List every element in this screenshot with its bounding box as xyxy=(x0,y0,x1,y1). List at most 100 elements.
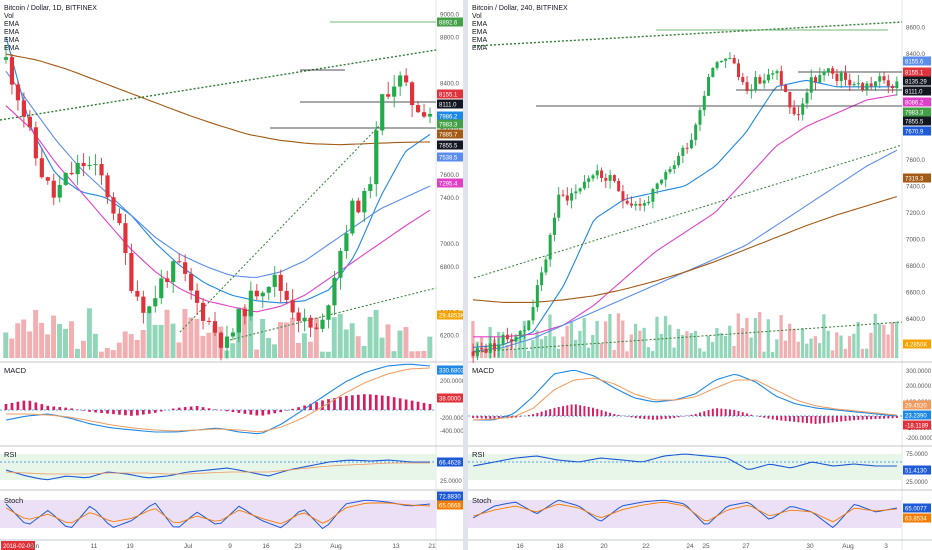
right-candle-body xyxy=(510,339,514,342)
left-candle-body xyxy=(87,164,92,167)
right-volume-bar xyxy=(839,335,843,358)
right-candle-body xyxy=(809,77,813,93)
right-chart-pane[interactable]: 8600.0 8400.0 7600.0 7400.0 7200.0 7000.0 6800… xyxy=(468,0,932,550)
right-volume-bar xyxy=(582,317,586,358)
left-volume-bar xyxy=(27,331,33,358)
right-x-tick: 3 xyxy=(884,543,888,550)
right-volume-bar xyxy=(766,319,770,358)
right-price-tag xyxy=(903,107,931,117)
left-rsi-line xyxy=(5,459,430,481)
left-price-tag xyxy=(437,17,463,27)
right-price-tick: 7000.0 xyxy=(906,236,925,243)
left-volume-bar xyxy=(134,339,140,358)
left-macd-tick: -400.0000 xyxy=(440,429,463,435)
left-legend-ema-4: EMA xyxy=(4,45,20,52)
left-candle-body xyxy=(206,320,212,322)
right-candle-body xyxy=(668,168,672,173)
right-volume-bar xyxy=(693,330,698,358)
left-price-tag xyxy=(437,152,463,162)
right-candle-body xyxy=(865,83,869,90)
right-candle-body xyxy=(664,172,668,180)
right-volume-bar xyxy=(847,336,852,358)
left-macd-tag xyxy=(437,365,463,375)
left-candle-body xyxy=(51,180,56,198)
right-candle-body xyxy=(762,80,766,84)
left-x-tick: 11 xyxy=(91,543,98,550)
right-candle-body xyxy=(612,175,616,181)
right-candle-body xyxy=(689,139,693,149)
left-candle-body xyxy=(45,177,50,181)
right-stoch-d-line xyxy=(472,501,897,523)
left-candle-body xyxy=(195,290,200,303)
left-price-tag-label: 7986.2 xyxy=(439,115,458,121)
right-candle-body xyxy=(685,147,689,149)
left-candle-body xyxy=(75,162,80,175)
left-volume-bar xyxy=(21,319,27,358)
left-volume-bar xyxy=(182,309,188,358)
right-volume-bar xyxy=(586,347,591,358)
right-candle-body xyxy=(642,203,646,206)
right-volume-bar xyxy=(865,348,869,358)
right-candle-body xyxy=(788,92,792,108)
right-drawing-line xyxy=(473,21,903,47)
pane-divider[interactable] xyxy=(463,0,468,550)
left-volume-bar xyxy=(379,337,385,358)
right-candle-body xyxy=(878,76,882,82)
left-volume-bar xyxy=(146,311,152,358)
left-candle-body xyxy=(266,286,271,293)
right-volume-bar xyxy=(800,328,805,358)
left-candle-body xyxy=(224,336,230,348)
right-candle-body xyxy=(647,201,651,204)
right-candle-body xyxy=(754,77,758,90)
right-volume-bar xyxy=(758,312,762,358)
left-candle-body xyxy=(81,162,86,167)
left-volume-bar xyxy=(164,309,170,358)
right-candle-body xyxy=(634,203,638,206)
right-rsi-tag xyxy=(903,465,931,475)
right-price-tick: 7200.0 xyxy=(906,210,925,217)
right-rsi-band xyxy=(468,454,902,480)
left-volume-bar xyxy=(51,315,57,358)
right-volume-bar xyxy=(522,320,526,358)
left-volume-bar xyxy=(397,330,403,358)
left-chart-pane[interactable]: 9000.08800.08400.08000.07600.07400.07000… xyxy=(0,0,463,550)
right-legend-ema-1: EMA xyxy=(472,21,488,28)
right-rsi-tick: 75.0000 xyxy=(906,452,928,458)
right-candle-body xyxy=(484,348,488,353)
left-candle-body xyxy=(99,164,104,176)
right-rsi-tag-label: 51.4130 xyxy=(905,469,927,475)
right-candle-body xyxy=(869,83,873,87)
left-volume-bar xyxy=(39,322,45,358)
left-candle-body xyxy=(320,319,325,329)
right-candle-body xyxy=(852,84,856,86)
left-volume-bar xyxy=(242,307,248,358)
left-price-tag-label: 7295.4 xyxy=(439,182,458,188)
right-price-tick: 8600.0 xyxy=(906,25,925,32)
right-volume-bar xyxy=(651,351,655,358)
left-candle-body xyxy=(308,317,313,328)
right-candle-body xyxy=(480,348,484,350)
left-x-tick: 19 xyxy=(126,543,134,550)
left-volume-bar xyxy=(361,345,367,358)
left-candle-body xyxy=(290,299,295,313)
right-volume-bar xyxy=(817,343,822,358)
left-macd-tag-label: 38.0000 xyxy=(439,397,461,403)
left-candle-body xyxy=(9,57,15,85)
left-volume-bar xyxy=(427,336,433,358)
right-candle-body xyxy=(535,285,539,308)
right-candle-body xyxy=(600,170,604,178)
right-volume-bar xyxy=(783,340,788,358)
right-candle-body xyxy=(796,114,800,116)
left-volume-bar xyxy=(110,350,116,358)
right-candle-body xyxy=(608,175,612,181)
right-price-tag xyxy=(903,97,931,107)
left-price-tag-label: 29.4853K xyxy=(439,314,463,320)
left-candle-body xyxy=(272,274,277,287)
right-title: Bitcoin / Dollar, 240, BITFINEX xyxy=(472,5,568,12)
left-volume-bar xyxy=(415,351,421,358)
right-price-tag xyxy=(903,173,931,183)
right-price-tag xyxy=(903,67,931,77)
right-candle-body xyxy=(758,77,762,84)
right-legend-ema-2: EMA xyxy=(472,29,488,36)
left-candle-body xyxy=(147,306,152,313)
